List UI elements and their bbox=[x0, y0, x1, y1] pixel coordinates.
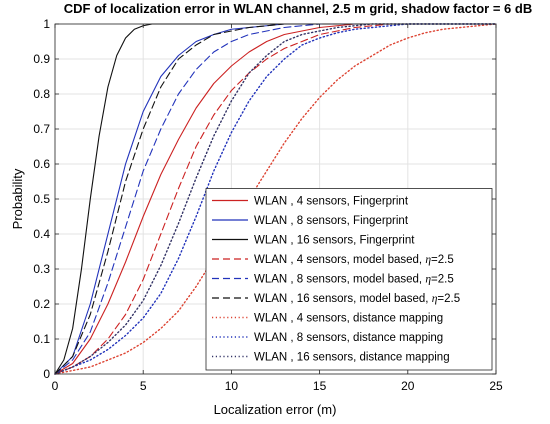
x-tick-label-5: 25 bbox=[489, 379, 503, 393]
legend-entry-1: WLAN , 8 sensors, Fingerprint bbox=[254, 215, 409, 227]
chart-title: CDF of localization error in WLAN channe… bbox=[64, 1, 532, 16]
y-tick-label-1: 0.1 bbox=[33, 332, 50, 346]
y-tick-label-2: 0.2 bbox=[33, 297, 50, 311]
x-tick-label-0: 0 bbox=[52, 379, 59, 393]
legend-entry-8: WLAN , 16 sensors, distance mapping bbox=[254, 352, 450, 364]
legend-entry-6: WLAN , 4 sensors, distance mapping bbox=[254, 313, 443, 325]
legend-entry-4: WLAN , 8 sensors, model based, η=2.5 bbox=[254, 274, 454, 286]
y-tick-label-0: 0 bbox=[43, 367, 50, 381]
series-line-8 bbox=[54, 23, 497, 375]
y-tick-label-7: 0.7 bbox=[33, 122, 50, 136]
axes bbox=[54, 23, 497, 375]
x-tick-label-3: 15 bbox=[313, 379, 327, 393]
y-tick-label-9: 0.9 bbox=[33, 52, 50, 66]
tick-labels: 0 5 10 15 20 25 0 0.1 0.2 0.3 0.4 0.5 0.6 0.7 0.8 0.9 1 bbox=[33, 17, 503, 393]
legend-entry-2: WLAN , 16 sensors, Fingerprint bbox=[254, 235, 415, 247]
y-tick-label-4: 0.4 bbox=[33, 227, 50, 241]
x-tick-label-4: 20 bbox=[401, 379, 415, 393]
series-line-7 bbox=[54, 23, 497, 375]
y-tick-label-10: 1 bbox=[43, 17, 50, 31]
y-tick-label-6: 0.6 bbox=[33, 157, 50, 171]
y-axis-label: Probability bbox=[10, 168, 25, 229]
legend-entry-0: WLAN , 4 sensors, Fingerprint bbox=[254, 196, 409, 208]
legend-entry-7: WLAN , 8 sensors, distance mapping bbox=[254, 332, 443, 344]
y-tick-label-8: 0.8 bbox=[33, 87, 50, 101]
y-tick-label-5: 0.5 bbox=[33, 192, 50, 206]
legend: WLAN , 4 sensors, Fingerprint WLAN , 8 se… bbox=[205, 188, 493, 371]
y-tick-label-3: 0.3 bbox=[33, 262, 50, 276]
x-axis-label: Localization error (m) bbox=[214, 402, 337, 417]
legend-box bbox=[205, 188, 493, 371]
series-line-6 bbox=[54, 23, 497, 375]
x-tick-label-2: 10 bbox=[225, 379, 239, 393]
legend-entry-5: WLAN , 16 sensors, model based, η=2.5 bbox=[254, 293, 460, 305]
series-line-3 bbox=[54, 23, 497, 375]
x-tick-label-1: 5 bbox=[140, 379, 147, 393]
legend-entry-3: WLAN , 4 sensors, model based, η=2.5 bbox=[254, 254, 454, 266]
